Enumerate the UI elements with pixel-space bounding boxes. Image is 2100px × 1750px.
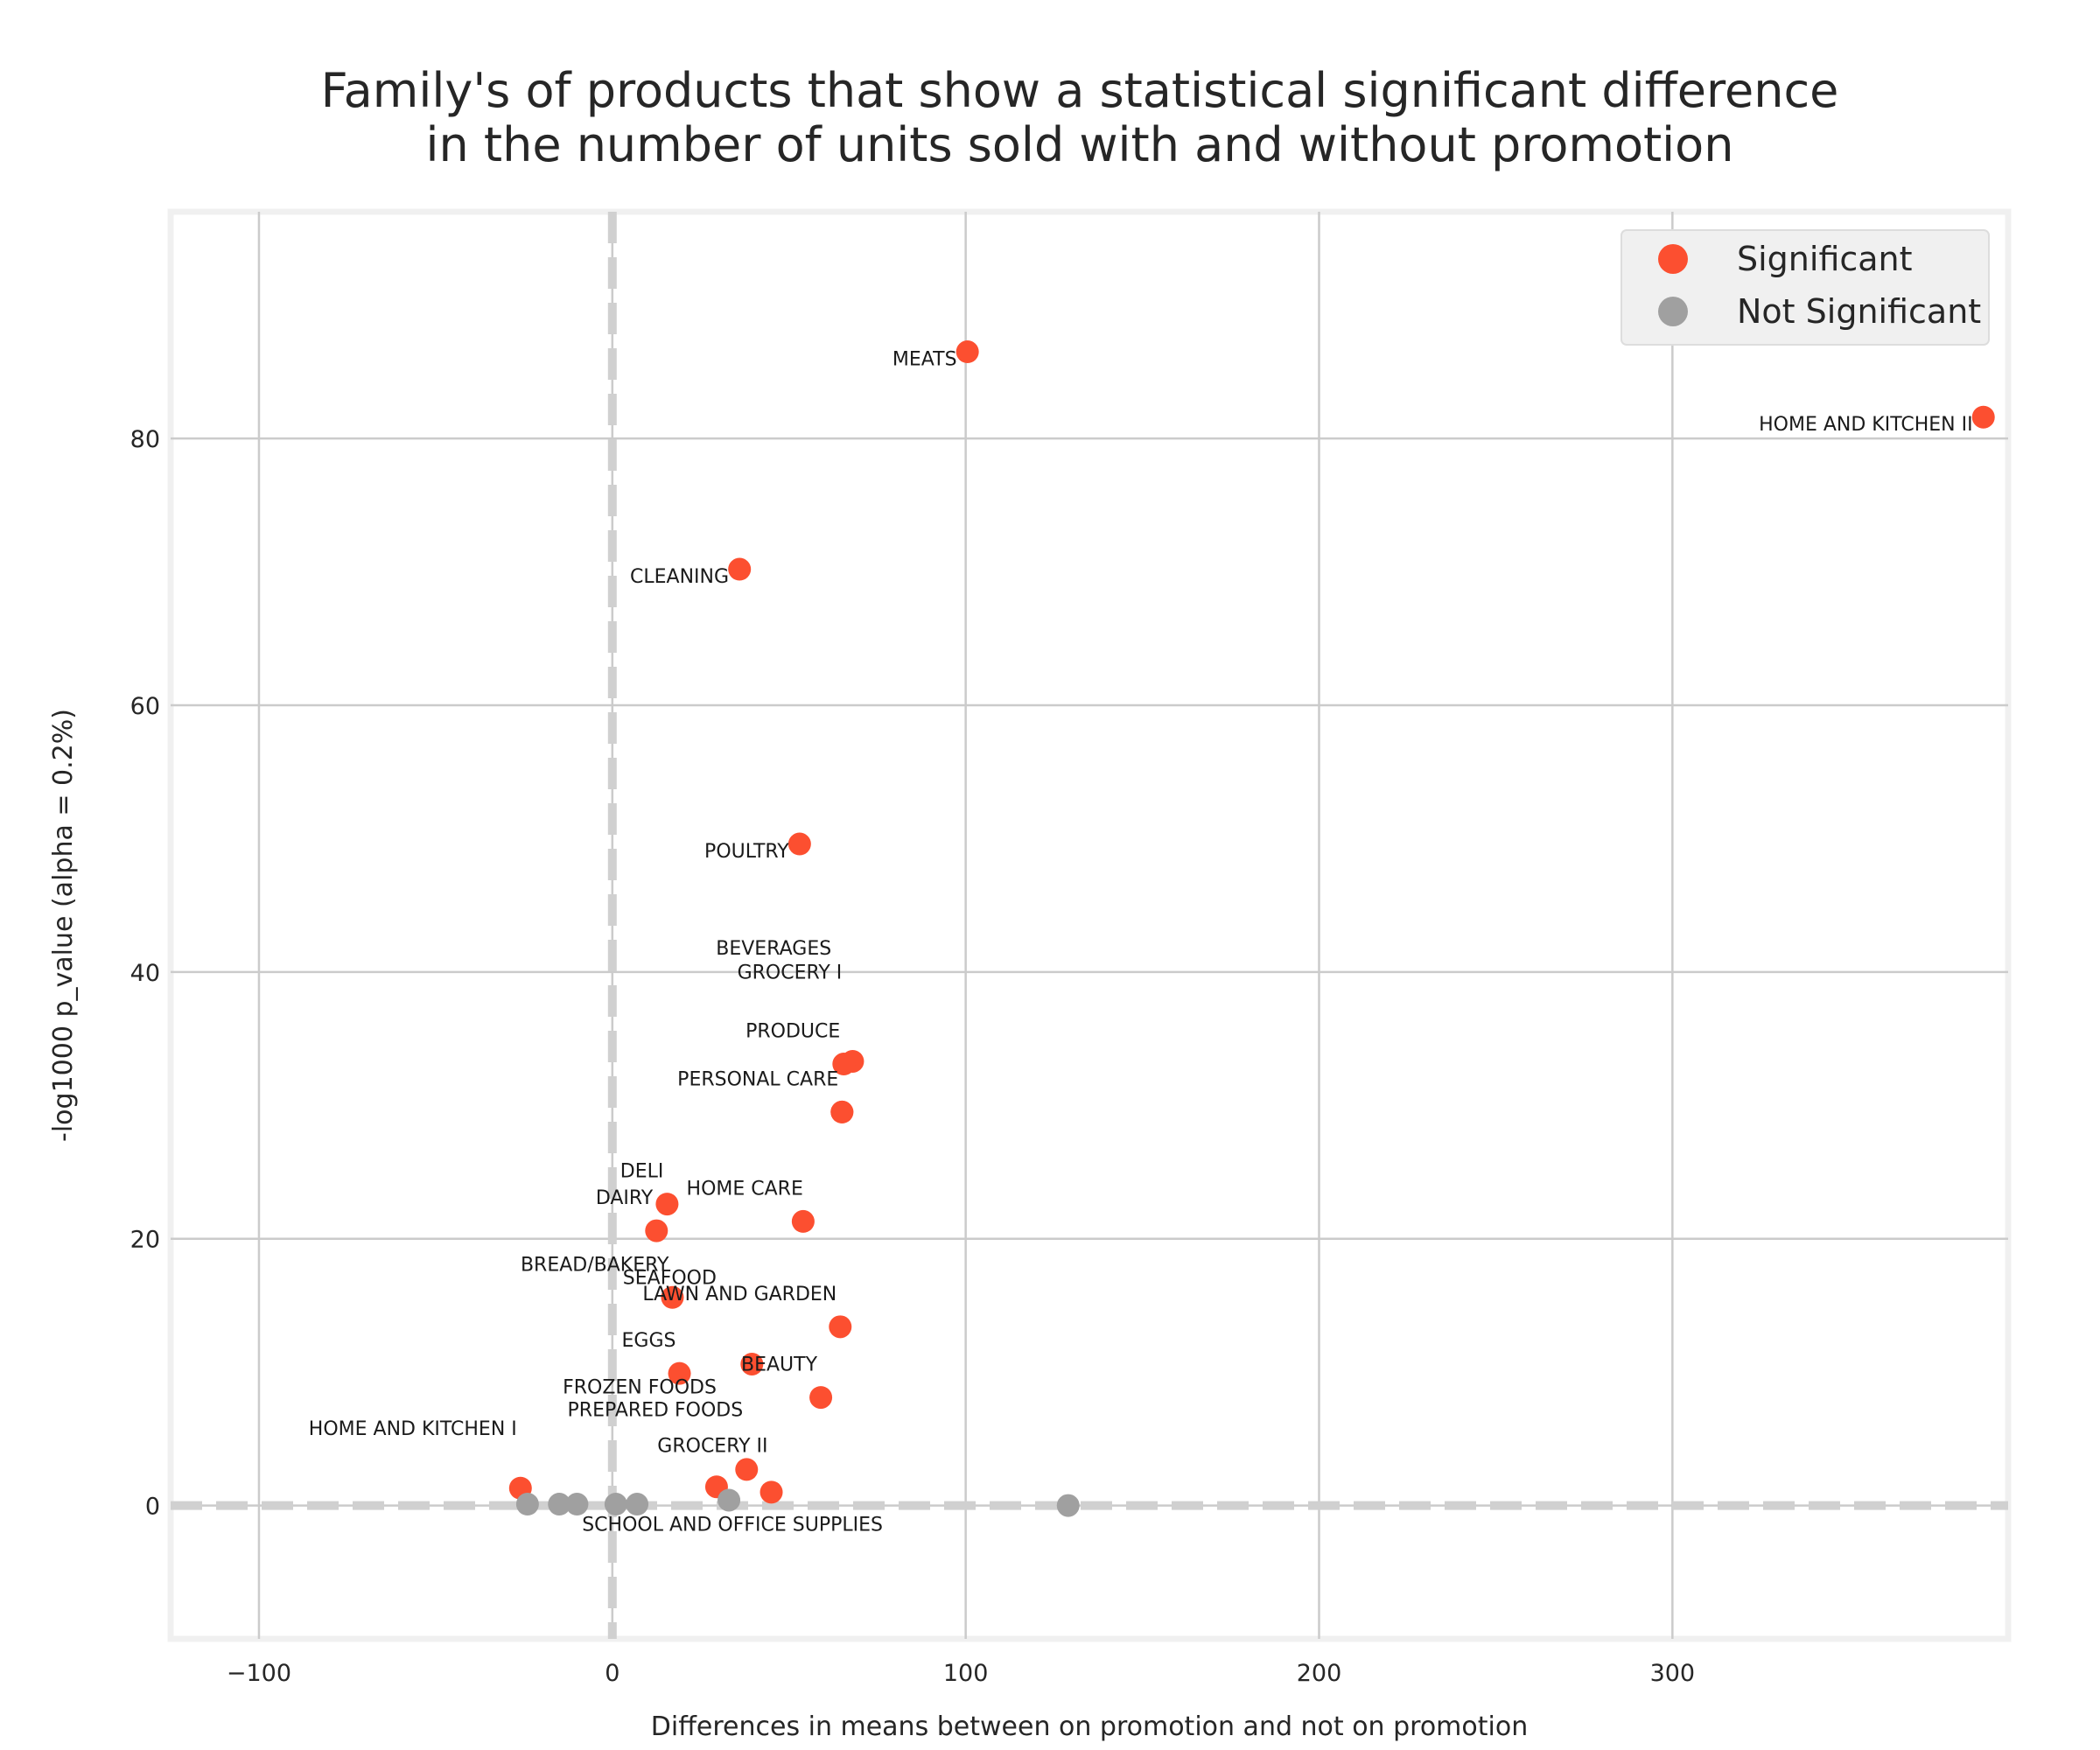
point-label-meats: MEATS (892, 348, 957, 370)
significant-point-13 (740, 1352, 764, 1376)
legend-box (1620, 229, 1990, 346)
not-significant-point-0 (515, 1493, 539, 1516)
data-points (508, 340, 1995, 1517)
y-tick-labels: 0 20 40 60 80 (130, 426, 160, 1520)
point-label-school-and-office-supplies: SCHOOL AND OFFICE SUPPLIES (582, 1515, 883, 1536)
point-labels: MEATS HOME AND KITCHEN II CLEANING POULTRY B… (309, 348, 1973, 1536)
x-tick-label: 300 (1650, 1660, 1696, 1687)
y-axis-label: -log1000 p_value (alpha = 0.2%) (48, 709, 79, 1142)
significant-point-14 (668, 1362, 691, 1385)
point-label-home-care: HOME CARE (687, 1178, 803, 1200)
significant-point-11 (661, 1285, 684, 1309)
chart-title-line-1: Family's of products that show a statist… (321, 63, 1839, 118)
point-label-grocery-i: GROCERY I (738, 962, 843, 984)
legend-marker-significant (1658, 244, 1688, 274)
point-label-lawn-and-garden: LAWN AND GARDEN (642, 1284, 836, 1306)
plot-area-frame (167, 208, 2012, 1642)
not-significant-point-4 (626, 1493, 649, 1516)
significant-point-3 (788, 832, 811, 856)
significant-point-1 (1971, 405, 1995, 429)
point-label-home-and-kitchen-i: HOME AND KITCHEN I (309, 1418, 517, 1440)
significant-point-15 (809, 1386, 833, 1410)
y-tick-label: 40 (130, 960, 160, 987)
significant-point-10 (645, 1219, 668, 1242)
point-label-cleaning: CLEANING (630, 566, 729, 588)
significant-point-9 (791, 1209, 815, 1233)
not-significant-point-2 (565, 1493, 589, 1516)
not-significant-point-1 (548, 1493, 571, 1516)
legend-marker-not-significant (1658, 297, 1688, 326)
point-label-home-and-kitchen-ii: HOME AND KITCHEN II (1759, 414, 1972, 436)
x-axis-label: Differences in means between on promotio… (651, 1712, 1528, 1742)
point-label-bread-bakery: BREAD/BAKERY (521, 1254, 669, 1276)
y-tick-label: 80 (130, 426, 160, 453)
y-tick-label: 20 (130, 1227, 160, 1254)
x-tick-label: 200 (1297, 1660, 1342, 1687)
point-label-produce: PRODUCE (746, 1021, 840, 1043)
y-tick-label: 0 (145, 1494, 160, 1521)
not-significant-point-6 (1056, 1494, 1080, 1517)
point-label-dairy: DAIRY (596, 1187, 654, 1209)
x-tick-labels: −100 0 100 200 300 (227, 1660, 1695, 1687)
significant-point-7 (830, 1100, 854, 1124)
significant-point-0 (956, 340, 979, 364)
point-label-grocery-ii: GROCERY II (657, 1436, 767, 1458)
x-tick-label: 0 (605, 1660, 620, 1687)
reference-lines (171, 212, 2008, 1639)
significant-point-16 (735, 1458, 759, 1481)
significant-point-8 (655, 1193, 679, 1216)
point-label-eggs: EGGS (622, 1330, 676, 1352)
x-tick-label: −100 (227, 1660, 291, 1687)
chart-title: Family's of products that show a statist… (321, 63, 1839, 172)
y-tick-label: 60 (130, 693, 160, 720)
point-label-beauty: BEAUTY (741, 1354, 818, 1376)
point-label-prepared-foods: PREPARED FOODS (568, 1399, 744, 1421)
chart-title-line-2: in the number of units sold with and wit… (426, 117, 1734, 172)
significant-point-19 (760, 1480, 783, 1504)
significant-point-5 (832, 1053, 856, 1076)
point-label-seafood: SEAFOOD (623, 1268, 717, 1290)
point-label-poultry: POULTRY (704, 841, 789, 863)
point-label-deli: DELI (620, 1161, 664, 1183)
not-significant-point-5 (718, 1488, 741, 1512)
significant-point-12 (829, 1315, 852, 1339)
legend-label-not-significant: Not Significant (1737, 292, 1981, 331)
x-tick-label: 100 (943, 1660, 989, 1687)
point-label-frozen-foods: FROZEN FOODS (563, 1377, 717, 1399)
legend: Significant Not Significant (1620, 229, 1990, 346)
point-label-personal-care: PERSONAL CARE (677, 1068, 838, 1090)
not-significant-point-3 (604, 1493, 627, 1516)
significant-point-2 (728, 557, 752, 581)
point-label-beverages: BEVERAGES (716, 938, 831, 960)
legend-label-significant: Significant (1737, 240, 1913, 278)
